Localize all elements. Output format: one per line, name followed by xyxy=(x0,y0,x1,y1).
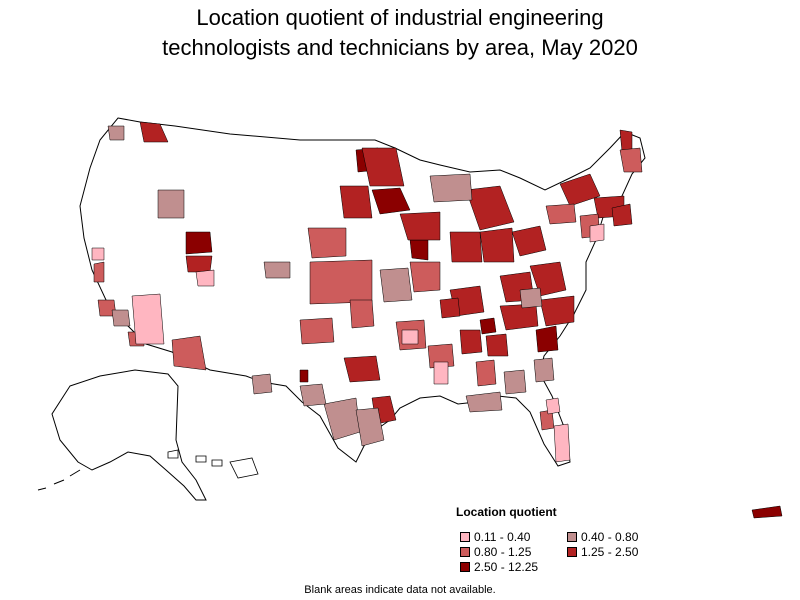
legend-swatch xyxy=(460,562,470,572)
map-title: Location quotient of industrial engineer… xyxy=(0,3,800,63)
alaska-outline xyxy=(51,369,207,501)
class-0-40-0-80 xyxy=(107,125,555,447)
legend-swatch xyxy=(460,547,470,557)
legend-label: 0.80 - 1.25 xyxy=(474,545,532,559)
legend-label: 1.25 - 2.50 xyxy=(581,545,639,559)
legend-title: Location quotient xyxy=(456,505,557,519)
title-line-1: Location quotient of industrial engineer… xyxy=(196,5,604,30)
class-0-11-0-40 xyxy=(91,223,605,463)
legend-label: 0.40 - 0.80 xyxy=(581,530,639,544)
footnote: Blank areas indicate data not available. xyxy=(304,584,496,596)
legend-label: 2.50 - 12.25 xyxy=(474,560,539,574)
legend-swatch xyxy=(567,547,577,557)
legend-swatch xyxy=(460,532,470,542)
puerto-rico xyxy=(751,505,783,519)
title-line-2: technologists and technicians by area, M… xyxy=(162,35,638,60)
hawaii-islands xyxy=(167,449,259,479)
alaska-aleutians xyxy=(37,469,81,491)
legend-label: 0.11 - 0.40 xyxy=(474,530,531,544)
class-1-25-2-50 xyxy=(139,121,633,425)
legend-swatch xyxy=(567,532,577,542)
